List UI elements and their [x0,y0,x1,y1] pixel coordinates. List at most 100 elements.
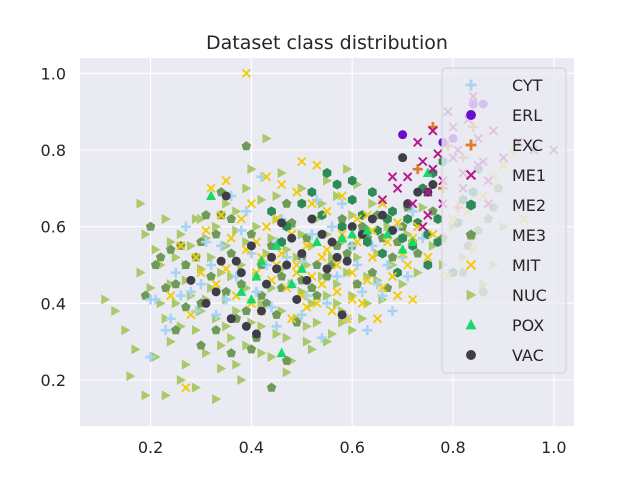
point-nuc [191,214,201,224]
point-nuc [282,367,292,378]
point-nuc [252,221,262,232]
point-mit [276,179,287,190]
point-vac [292,295,302,304]
point-nuc [262,248,272,259]
point-me1 [433,149,443,159]
point-pox [276,347,287,358]
point-vac [221,191,231,201]
point-nuc [237,375,247,385]
point-nuc [388,260,398,270]
point-nuc [343,164,353,175]
point-me1 [377,195,388,205]
point-nuc [217,363,227,374]
point-me3 [171,325,181,335]
point-nuc [398,279,408,290]
point-pox [256,255,267,266]
point-mit [191,252,201,263]
point-vac [201,298,211,308]
point-me3 [281,198,292,208]
point-me2 [433,237,443,247]
point-me3 [181,260,191,270]
point-vac [428,180,438,189]
point-nuc [323,336,332,347]
point-nuc [217,267,227,278]
point-mit [287,313,297,324]
point-me2 [398,233,407,244]
x-tick-label: 0.2 [138,438,163,457]
point-nuc [207,252,217,263]
point-vac [282,260,292,270]
point-mit [362,275,372,286]
point-me2 [388,206,397,217]
point-nuc [323,175,332,186]
point-nuc [232,306,242,316]
point-nuc [302,260,312,270]
point-vac [388,226,398,235]
point-pox [407,236,418,246]
legend-label-cyt: CYT [512,76,543,95]
point-pox [271,240,282,250]
point-cyt [145,352,156,362]
point-pox [337,232,348,243]
point-nuc [121,325,131,336]
point-nuc [418,202,428,213]
point-me3 [201,210,211,220]
point-nuc [257,298,267,309]
point-vac [211,287,221,297]
point-nuc [277,168,287,178]
point-nuc [212,394,222,405]
point-cyt [165,313,176,324]
y-tick-label: 0.8 [41,141,66,160]
point-nuc [257,194,267,205]
point-vac [246,241,256,251]
point-nuc [181,359,191,370]
point-me1 [392,183,403,194]
point-mit [408,294,418,305]
point-me1 [387,172,398,182]
point-mit [226,233,236,243]
point-nuc [247,164,257,175]
legend-label-pox: POX [512,316,544,335]
point-me2 [317,210,327,221]
point-cyt [175,290,186,301]
point-nuc [126,371,136,382]
point-pox [246,294,257,304]
point-vac [337,310,347,320]
point-cyt [221,294,232,305]
point-me3 [261,298,272,308]
point-mit [367,252,378,263]
point-me2 [393,267,402,278]
point-mit [332,287,342,297]
point-me3 [226,214,236,224]
point-cyt [301,290,312,301]
point-mit [317,252,327,263]
point-cyt [266,302,277,313]
y-tick-label: 0.6 [41,218,66,237]
legend-marker-me2 [466,199,476,211]
point-nuc [166,237,176,247]
point-me3 [357,221,368,231]
point-me3 [155,252,166,262]
point-pox [397,244,408,254]
point-nuc [232,206,242,217]
point-mit [181,382,191,393]
point-vac [398,153,408,163]
point-nuc [317,271,327,282]
point-mit [196,267,206,278]
point-cyt [195,279,206,290]
point-nuc [161,214,171,224]
point-mit [392,218,403,228]
point-pox [362,225,373,235]
point-nuc [272,329,282,339]
point-nuc [257,348,267,359]
legend-label-me3: ME3 [512,226,546,245]
point-mit [322,206,332,217]
point-vac [317,229,327,239]
point-nuc [156,298,166,309]
point-nuc [257,321,267,332]
point-me3 [196,237,206,247]
legend-label-erl: ERL [512,106,542,125]
point-nuc [161,390,171,401]
point-nuc [171,252,181,263]
point-vac [277,218,287,228]
